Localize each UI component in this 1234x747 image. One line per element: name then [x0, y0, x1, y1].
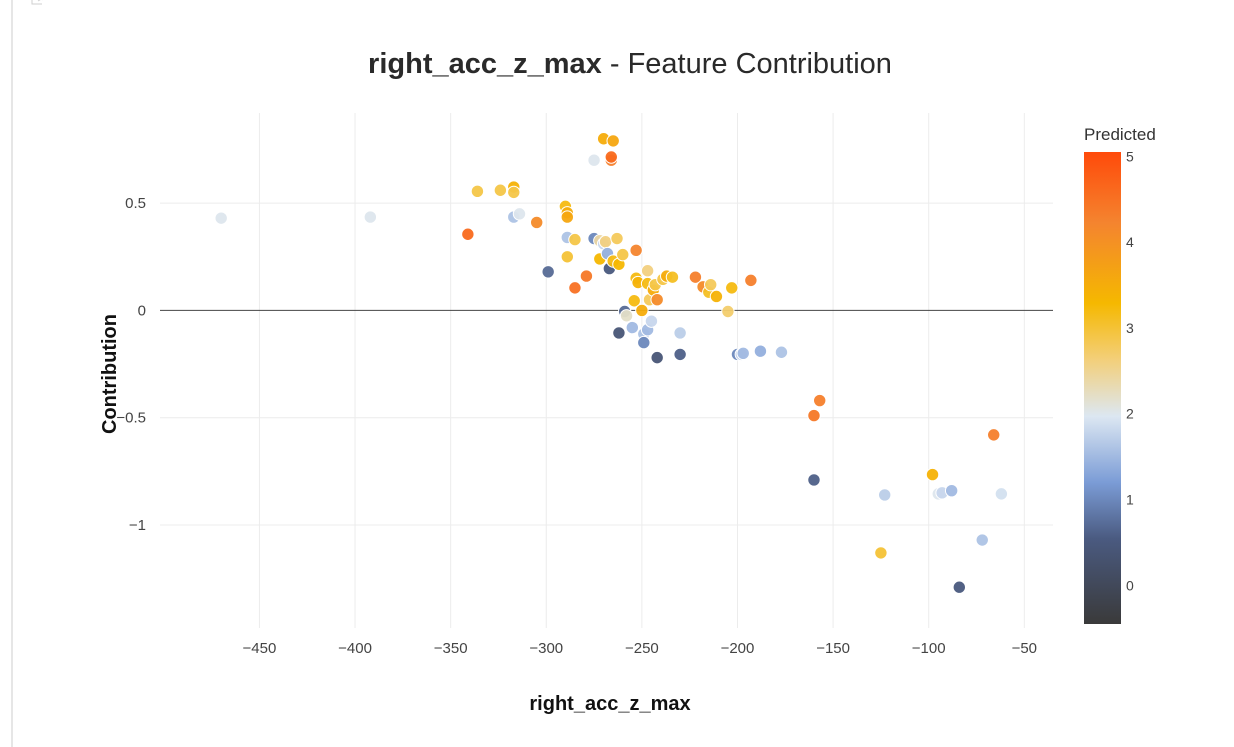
data-point [512, 207, 527, 221]
colorbar [1084, 152, 1121, 624]
data-point [874, 546, 888, 560]
data-point [952, 580, 967, 594]
x-tick-label: −200 [721, 640, 755, 657]
colorbar-tick-label: 5 [1126, 148, 1134, 164]
data-point [987, 428, 1001, 442]
data-point [530, 215, 544, 230]
x-tick-label: −150 [816, 640, 850, 657]
colorbar-tick-label: 2 [1126, 406, 1134, 422]
export-icon[interactable] [30, 0, 46, 8]
data-point [606, 134, 620, 148]
data-point [975, 533, 989, 547]
data-point [807, 408, 821, 423]
x-tick-labels: −450 −400 −350 −300 −250 −200 −150 −100 −50 [243, 640, 1038, 657]
data-point [673, 347, 687, 362]
data-point [704, 277, 718, 292]
data-point [744, 273, 758, 288]
y-tick-label: 0.5 [125, 195, 146, 212]
colorbar-ticks: 0 1 2 3 4 5 [1126, 148, 1134, 593]
x-tick-label: −250 [625, 640, 659, 657]
data-point [568, 232, 582, 247]
data-point [604, 150, 618, 164]
data-point [753, 344, 768, 358]
page-left-border [11, 0, 13, 747]
colorbar-tick-label: 1 [1126, 492, 1134, 508]
data-point [579, 269, 594, 283]
data-point [774, 345, 789, 359]
data-point [507, 185, 521, 200]
data-point [925, 467, 940, 482]
x-tick-label: −400 [338, 640, 372, 657]
data-point [612, 326, 626, 340]
data-point [610, 231, 624, 246]
chart-title-suffix: - Feature Contribution [602, 48, 892, 80]
data-point [568, 281, 582, 295]
data-point [650, 350, 664, 365]
x-tick-label: −450 [243, 640, 277, 657]
data-point [493, 183, 508, 197]
chart-title-feature: right_acc_z_max [368, 48, 602, 80]
data-point [637, 335, 651, 350]
colorbar-title: Predicted [1084, 125, 1156, 144]
data-point [709, 289, 724, 304]
data-point [560, 250, 574, 264]
data-point [629, 243, 643, 258]
data-point [627, 294, 641, 308]
data-point [619, 309, 634, 323]
colorbar-tick-label: 4 [1126, 234, 1134, 250]
data-point [635, 303, 649, 318]
data-point [807, 473, 821, 487]
data-point [587, 153, 601, 167]
x-tick-label: −350 [434, 640, 468, 657]
data-point [813, 393, 827, 408]
data-point [673, 326, 687, 340]
colorbar-tick-label: 3 [1126, 320, 1134, 336]
data-point [878, 488, 892, 502]
data-point [736, 346, 750, 361]
colorbar-tick-label: 0 [1126, 577, 1134, 593]
points-layer [214, 132, 1009, 594]
data-point [560, 210, 574, 224]
data-point [616, 247, 630, 262]
data-point [688, 270, 703, 284]
grid-layer [160, 113, 1053, 628]
x-tick-label: −50 [1012, 640, 1037, 657]
data-point [461, 227, 475, 241]
y-tick-labels: 0.5 0 −0.5 −1 [116, 195, 146, 534]
data-point [640, 264, 655, 278]
data-point [650, 292, 664, 307]
data-point [721, 304, 735, 319]
data-point [665, 270, 680, 284]
data-point [598, 235, 613, 249]
data-point [725, 281, 739, 295]
data-point [994, 487, 1009, 501]
y-tick-label: −1 [129, 517, 146, 534]
data-point [944, 483, 959, 498]
x-axis-label: right_acc_z_max [529, 693, 690, 715]
data-point [644, 314, 659, 328]
data-point [625, 320, 640, 335]
data-point [470, 184, 485, 199]
data-point [214, 211, 228, 225]
y-tick-label: 0 [138, 302, 146, 319]
data-point [363, 210, 378, 224]
data-point [541, 265, 555, 279]
chart-title: right_acc_z_max - Feature Contribution [368, 48, 892, 80]
x-tick-label: −300 [529, 640, 563, 657]
y-axis-label: Contribution [99, 314, 121, 434]
y-tick-label: −0.5 [116, 410, 146, 427]
x-tick-label: −100 [912, 640, 946, 657]
